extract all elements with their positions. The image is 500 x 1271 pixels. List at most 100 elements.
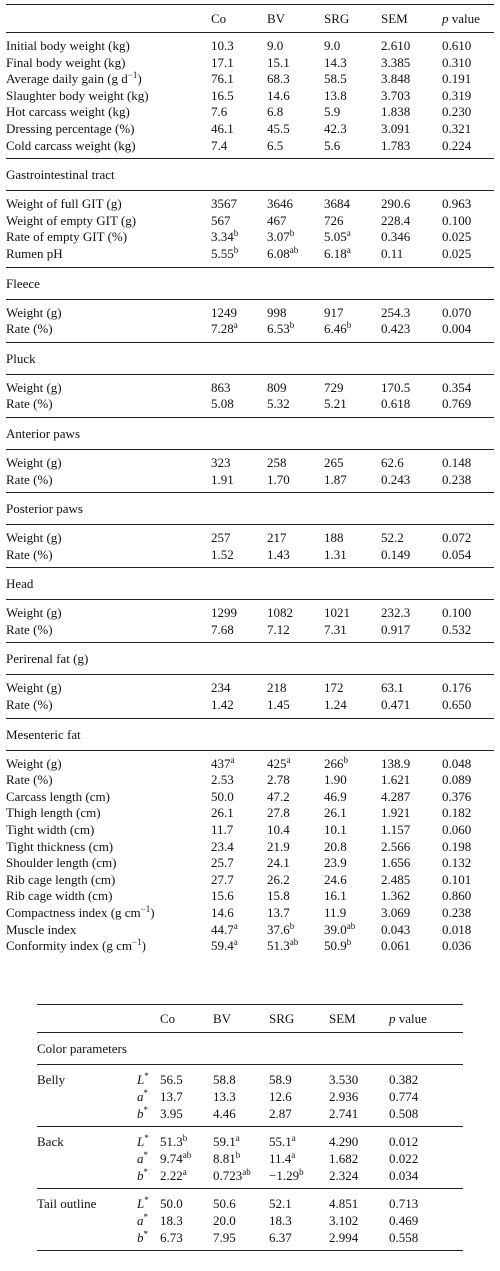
co-value: 27.7: [211, 871, 234, 887]
p-value: 0.354: [442, 379, 472, 395]
sem-value: 0.149: [381, 546, 411, 562]
row-label: Hot carcass weight (kg): [6, 104, 130, 120]
co-value: 23.4: [211, 838, 234, 854]
row-label: Rate (%): [6, 772, 53, 788]
sem-value: 2.566: [381, 838, 411, 854]
row-label: Rate of empty GIT (%): [6, 229, 128, 245]
sem-value: 2.610: [381, 38, 411, 53]
p-value: 0.012: [389, 1134, 419, 1149]
bv-value: 6.5: [267, 137, 284, 153]
srg-value: 6.37: [269, 1230, 292, 1245]
co-value: 17.1: [211, 54, 234, 70]
p-value: 0.036: [442, 938, 472, 954]
bv-value: 37.6b: [267, 920, 295, 937]
table1-header-variable: [6, 5, 211, 33]
table-row: b* 6.73 7.95 6.37 2.994 0.558: [37, 1229, 463, 1251]
srg-value: 11.9: [324, 905, 347, 920]
section-header-head: Head: [6, 567, 494, 601]
section-title: Pluck: [6, 341, 494, 375]
table-row: Rib cage length (cm) 27.7 26.2 24.6 2.485 0.1…: [6, 872, 494, 889]
p-value: 0.238: [442, 471, 472, 487]
sem-value: 3.703: [381, 87, 411, 103]
bv-value: 1.70: [267, 471, 290, 487]
row-label: Weight (g): [6, 605, 62, 621]
bv-value: 45.5: [267, 120, 290, 136]
section-title: Anterior paws: [6, 416, 494, 450]
p-value: 0.558: [389, 1230, 419, 1245]
sem-value: 2.741: [329, 1106, 359, 1121]
bv-value: 467: [267, 212, 287, 228]
table-row: Rumen pH 5.55b 6.08ab 6.18a 0.11 0.025: [6, 244, 494, 267]
row-label: Dressing percentage (%): [6, 120, 135, 136]
co-value: 1299: [211, 605, 237, 621]
srg-value: 52.1: [269, 1196, 292, 1211]
table-row: Weight (g) 234 218 172 63.1 0.176: [6, 675, 494, 697]
sem-value: 1.783: [381, 137, 411, 153]
p-value: 0.319: [442, 87, 472, 103]
bv-value: 26.2: [267, 871, 290, 887]
table-row: Weight (g) 323 258 265 62.6 0.148: [6, 449, 494, 471]
sem-value: 3.091: [381, 120, 411, 136]
row-label: Rib cage length (cm): [6, 871, 116, 887]
co-value: 59.4a: [211, 937, 238, 954]
srg-value: 726: [324, 212, 344, 228]
srg-value: 6.46b: [324, 320, 352, 337]
p-value: 0.148: [442, 454, 472, 470]
table-row: Slaughter body weight (kg) 16.5 14.6 13.8 3.…: [6, 88, 494, 105]
group-label: [37, 1167, 137, 1189]
srg-value: 5.6: [324, 137, 341, 153]
sem-value: 0.243: [381, 471, 411, 487]
table-row: b* 3.95 4.46 2.87 2.741 0.508: [37, 1105, 463, 1127]
sem-value: 1.682: [329, 1151, 359, 1166]
section-title: Gastrointestinal tract: [6, 158, 494, 192]
row-label: Tight width (cm): [6, 822, 95, 838]
p-value: 0.072: [442, 530, 472, 546]
bv-value: 13.3: [213, 1089, 236, 1104]
srg-value: 26.1: [324, 805, 347, 821]
table1-body: Initial body weight (kg) 10.3 9.0 9.0 2.610 0…: [6, 33, 494, 959]
sem-value: 2.936: [329, 1089, 359, 1104]
table1-header-bv: BV: [267, 11, 286, 26]
table-row: Back L* 51.3b 59.1a 55.1a 4.290 0.012: [37, 1127, 463, 1151]
carcass-traits-table: Co BV SRG SEM p value Initial body weigh…: [6, 4, 494, 959]
p-value: 0.860: [442, 888, 472, 904]
table2-header-bv: BV: [213, 1011, 232, 1026]
srg-value: 5.9: [324, 104, 341, 120]
table-row: Initial body weight (kg) 10.3 9.0 9.0 2.610 0…: [6, 33, 494, 55]
table-row: Muscle index 44.7a 37.6b 39.0ab 0.043 0.018: [6, 920, 494, 939]
co-value: 234: [211, 680, 231, 696]
table-row: Rib cage width (cm) 15.6 15.8 16.1 1.362 0.86…: [6, 888, 494, 905]
bv-value: 50.6: [213, 1196, 236, 1211]
srg-value: 23.9: [324, 855, 347, 871]
co-value: 16.5: [211, 87, 234, 103]
srg-value: 2.87: [269, 1106, 292, 1121]
row-label: Rate (%): [6, 697, 53, 713]
p-value: 0.376: [442, 788, 472, 804]
row-label: Initial body weight (kg): [6, 38, 130, 53]
co-value: 10.3: [211, 38, 234, 53]
table-row: Tight thickness (cm) 23.4 21.9 20.8 2.566 0.1…: [6, 839, 494, 856]
sem-value: 138.9: [381, 755, 411, 771]
co-value: 76.1: [211, 71, 234, 87]
sem-value: 63.1: [381, 680, 404, 696]
co-value: 5.55b: [211, 244, 239, 261]
row-label: Muscle index: [6, 921, 77, 937]
p-value: 0.034: [389, 1168, 419, 1183]
parameter-symbol: a*: [137, 1088, 148, 1105]
sem-value: 62.6: [381, 454, 404, 470]
p-value: 0.054: [442, 546, 472, 562]
sem-value: 4.290: [329, 1134, 359, 1149]
srg-value: 729: [324, 379, 344, 395]
co-value: 15.6: [211, 888, 234, 904]
table1-header-srg: SRG: [324, 11, 350, 26]
bv-value: 998: [267, 304, 287, 320]
bv-value: 258: [267, 454, 287, 470]
sem-value: 3.385: [381, 54, 411, 70]
table-row: Rate (%) 1.52 1.43 1.31 0.149 0.054: [6, 547, 494, 568]
group-label: [37, 1105, 137, 1127]
co-value: 2.53: [211, 772, 234, 788]
p-value: 0.070: [442, 304, 472, 320]
table2-body: Color parameters Belly L* 56.5 58.8 58.9 3.530…: [37, 1032, 463, 1251]
p-value: 0.191: [442, 71, 472, 87]
section-title: Head: [6, 567, 494, 601]
